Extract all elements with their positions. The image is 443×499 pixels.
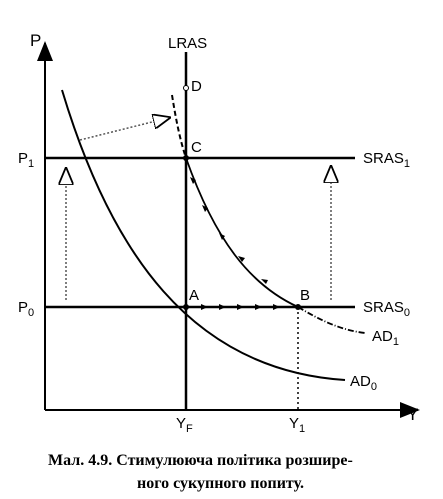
ad-shift-arrow xyxy=(79,118,168,141)
point-b-label: B xyxy=(300,287,310,304)
caption-line-1: Мал. 4.9. Стимулююча політика розшире- xyxy=(48,452,353,469)
point-a-marker xyxy=(183,304,189,310)
y1-tick-label: Y1 xyxy=(289,415,305,435)
ad1-curve-top xyxy=(171,94,187,159)
p1-tick-label: P1 xyxy=(18,150,34,170)
ad1-curve xyxy=(185,157,299,308)
p0-tick-label: P0 xyxy=(18,299,34,319)
point-c-label: C xyxy=(191,139,202,156)
x-axis-label: Y xyxy=(407,405,418,424)
sras1-label: SRAS1 xyxy=(363,150,410,170)
ad0-curve xyxy=(61,89,346,381)
point-d-label: D xyxy=(191,78,202,95)
point-c-marker xyxy=(183,155,189,161)
sras0-label: SRAS0 xyxy=(363,299,410,319)
path-arrows-c-to-b xyxy=(190,177,268,284)
y-axis-label: P xyxy=(30,31,41,50)
yf-tick-label: YF xyxy=(176,415,193,435)
lras-label: LRAS xyxy=(168,35,207,52)
point-b-marker xyxy=(295,304,301,310)
ad1-label: AD1 xyxy=(372,328,399,348)
path-arrows-a-to-b xyxy=(201,304,280,310)
ad1-curve-tail xyxy=(297,306,366,334)
ad0-label: AD0 xyxy=(350,373,377,393)
point-a-label: A xyxy=(189,287,199,304)
caption-line-2: ного сукупного попиту. xyxy=(137,475,304,492)
point-d-marker xyxy=(183,85,189,91)
